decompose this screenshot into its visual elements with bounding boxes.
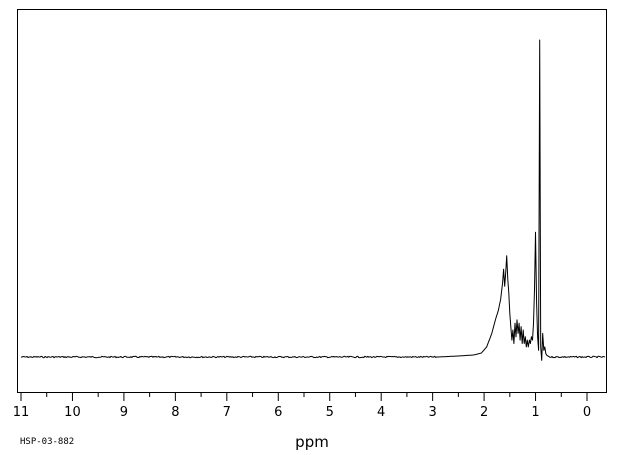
x-tick-label-7: 7 <box>223 405 231 420</box>
x-tick-label-1: 1 <box>531 405 539 420</box>
x-tick-label-6: 6 <box>274 405 282 420</box>
x-tick-label-10: 10 <box>64 405 81 420</box>
x-tick-label-11: 11 <box>13 405 30 420</box>
x-tick-label-3: 3 <box>428 405 436 420</box>
sample-code-label: HSP-03-882 <box>20 437 74 447</box>
x-tick-label-5: 5 <box>326 405 334 420</box>
x-tick-label-4: 4 <box>377 405 385 420</box>
plot-frame <box>17 9 607 393</box>
x-tick-label-8: 8 <box>171 405 179 420</box>
spectrum-trace <box>20 39 606 361</box>
x-axis: 11 10 9 8 7 6 5 4 3 2 1 0 <box>13 392 591 420</box>
x-tick-label-2: 2 <box>480 405 488 420</box>
x-tick-label-0: 0 <box>583 405 591 420</box>
x-tick-label-9: 9 <box>120 405 128 420</box>
x-axis-title: ppm <box>295 433 329 451</box>
